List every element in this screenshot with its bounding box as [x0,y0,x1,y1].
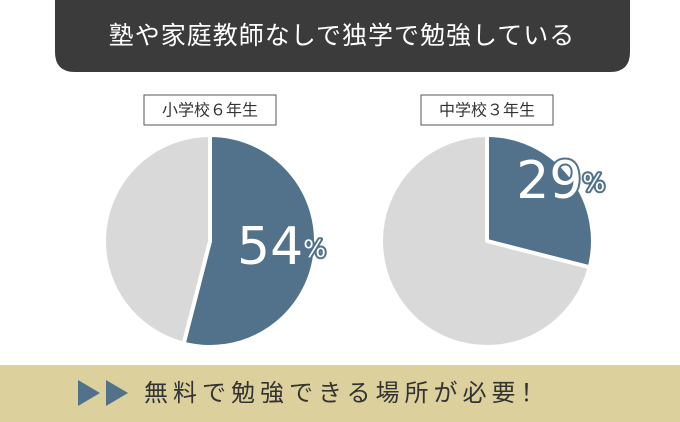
arrow-icon [78,380,128,406]
pie-slice [485,133,595,270]
chart-title-box [143,94,277,126]
value-label: 54% [237,217,326,277]
pie-slice [379,133,592,349]
title: 塾や家庭教師なしで独学で勉強している [109,21,576,50]
pie-slice [181,133,318,349]
value-label: 29% [516,151,605,211]
chart-title: 小学校６年生 [162,101,258,120]
footer-text: 無料で勉強できる場所が必要！ [144,379,550,407]
pie-slice [102,133,212,346]
chart-title-box [420,94,554,126]
title-banner [55,0,630,72]
chart-title: 中学校３年生 [439,101,535,120]
